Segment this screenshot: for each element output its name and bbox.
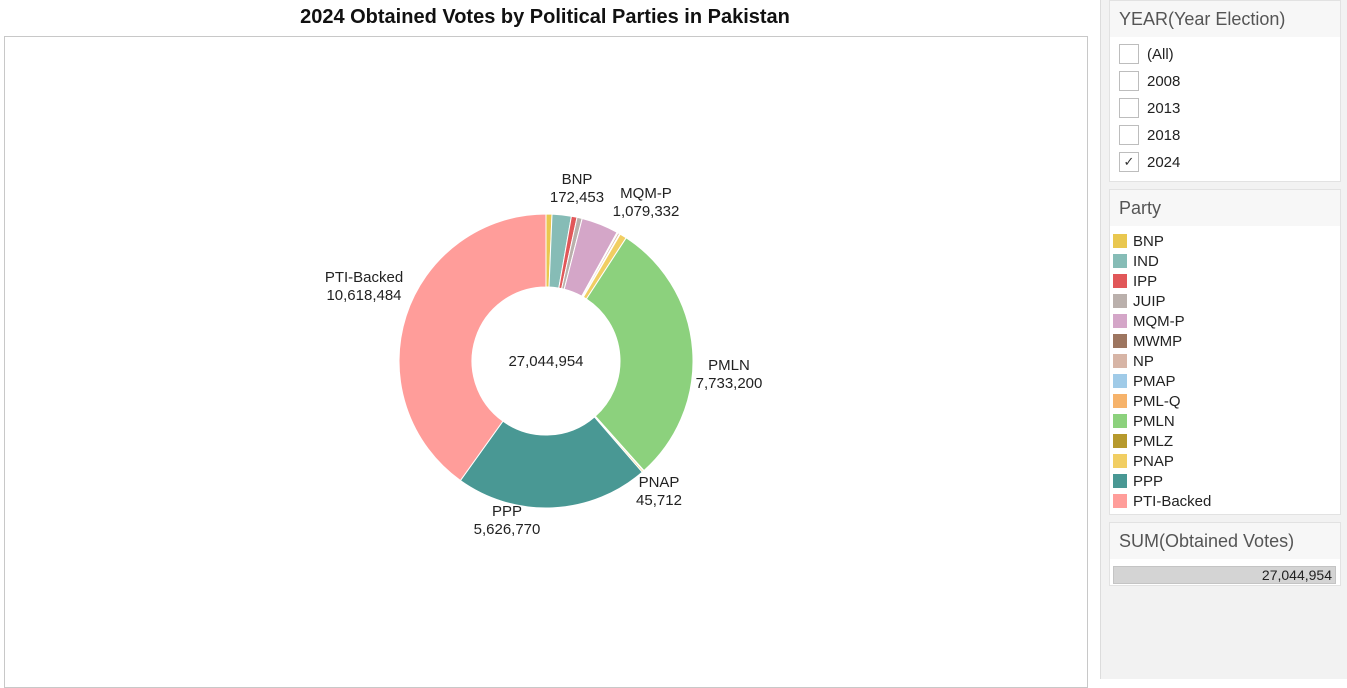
year-option-2008[interactable]: 2008 [1119,70,1180,92]
checkbox-checked-icon[interactable]: ✓ [1119,152,1139,172]
slice-label-value-pnap: 45,712 [636,492,682,509]
slice-label-name-mqm-p: MQM-P [620,185,672,202]
legend-swatch [1113,434,1127,448]
year-option-all[interactable]: (All) [1119,43,1174,65]
year-filter-card: YEAR(Year Election) (All) 2008 2013 2018 ✓ 20… [1109,0,1341,182]
year-option-label: (All) [1147,45,1174,63]
party-legend-title: Party [1110,190,1340,226]
legend-item-pnap[interactable]: PNAP [1113,451,1174,471]
legend-label: JUIP [1133,292,1166,310]
year-option-label: 2008 [1147,72,1181,90]
checkbox-icon[interactable] [1119,98,1139,118]
year-option-2013[interactable]: 2013 [1119,97,1180,119]
legend-swatch [1113,294,1127,308]
checkbox-icon[interactable] [1119,71,1139,91]
legend-label: PNAP [1133,452,1174,470]
legend-item-pmlz[interactable]: PMLZ [1113,431,1173,451]
legend-swatch [1113,254,1127,268]
legend-item-pmln[interactable]: PMLN [1113,411,1175,431]
year-option-label: 2013 [1147,99,1181,117]
slice-label-name-pnap: PNAP [639,474,680,491]
party-legend-card: Party BNP IND IPP JUIP MQM-P MWMP NP PMAP PML-Q P… [1109,189,1341,515]
legend-label: MWMP [1133,332,1183,350]
legend-label: BNP [1133,232,1164,250]
legend-item-pmap[interactable]: PMAP [1113,371,1176,391]
legend-item-mqm-p[interactable]: MQM-P [1113,311,1185,331]
year-option-label: 2024 [1147,153,1181,171]
slice-label-value-ppp: 5,626,770 [474,521,541,538]
chart-title: 2024 Obtained Votes by Political Parties… [300,6,790,28]
slice-pmln[interactable] [585,237,694,472]
sum-votes-bar: 27,044,954 [1113,566,1336,584]
slice-label-name-ppp: PPP [492,503,522,520]
slice-ppp[interactable] [459,416,643,509]
legend-swatch [1113,334,1127,348]
legend-swatch [1113,234,1127,248]
slice-pti-backed[interactable] [398,213,547,482]
legend-swatch [1113,354,1127,368]
legend-item-pti-backed[interactable]: PTI-Backed [1113,491,1211,511]
legend-label: IPP [1133,272,1158,290]
legend-swatch [1113,394,1127,408]
legend-label: PPP [1133,472,1164,490]
legend-label: NP [1133,352,1154,370]
legend-item-juip[interactable]: JUIP [1113,291,1166,311]
year-option-2024[interactable]: ✓ 2024 [1119,151,1180,173]
legend-swatch [1113,414,1127,428]
legend-item-ipp[interactable]: IPP [1113,271,1157,291]
side-panel: YEAR(Year Election) (All) 2008 2013 2018 ✓ 20… [1100,0,1347,679]
legend-item-np[interactable]: NP [1113,351,1154,371]
sum-votes-title: SUM(Obtained Votes) [1110,523,1340,559]
legend-swatch [1113,314,1127,328]
year-option-label: 2018 [1147,126,1181,144]
sum-votes-value: 27,044,954 [1261,567,1332,583]
legend-item-mwmp[interactable]: MWMP [1113,331,1182,351]
slice-label-value-pmln: 7,733,200 [696,375,763,392]
sum-votes-card: SUM(Obtained Votes) 27,044,954 [1109,522,1341,586]
legend-label: MQM-P [1133,312,1185,330]
year-filter-title: YEAR(Year Election) [1110,1,1340,37]
legend-label: PMLN [1133,412,1175,430]
legend-label: PTI-Backed [1133,492,1212,510]
chart-area: 27,044,954 BNP 172,453 MQM-P 1,079,332 PMLN 7,… [4,36,1088,688]
year-option-2018[interactable]: 2018 [1119,124,1180,146]
slice-label-value-bnp: 172,453 [550,189,604,206]
legend-label: PMLZ [1133,432,1174,450]
slice-label-name-bnp: BNP [562,171,593,188]
legend-item-ppp[interactable]: PPP [1113,471,1163,491]
legend-swatch [1113,474,1127,488]
legend-item-ind[interactable]: IND [1113,251,1159,271]
slice-label-name-pmln: PMLN [708,357,750,374]
legend-label: PMAP [1133,372,1176,390]
legend-swatch [1113,494,1127,508]
legend-label: IND [1133,252,1159,270]
checkbox-icon[interactable] [1119,125,1139,145]
slice-label-value-mqm-p: 1,079,332 [613,203,680,220]
legend-swatch [1113,274,1127,288]
slice-label-name-pti-backed: PTI-Backed [325,269,403,286]
legend-item-bnp[interactable]: BNP [1113,231,1164,251]
legend-item-pml-q[interactable]: PML-Q [1113,391,1181,411]
center-total-label: 27,044,954 [508,353,583,370]
checkbox-icon[interactable] [1119,44,1139,64]
slice-label-value-pti-backed: 10,618,484 [326,287,401,304]
legend-swatch [1113,454,1127,468]
legend-label: PML-Q [1133,392,1181,410]
legend-swatch [1113,374,1127,388]
